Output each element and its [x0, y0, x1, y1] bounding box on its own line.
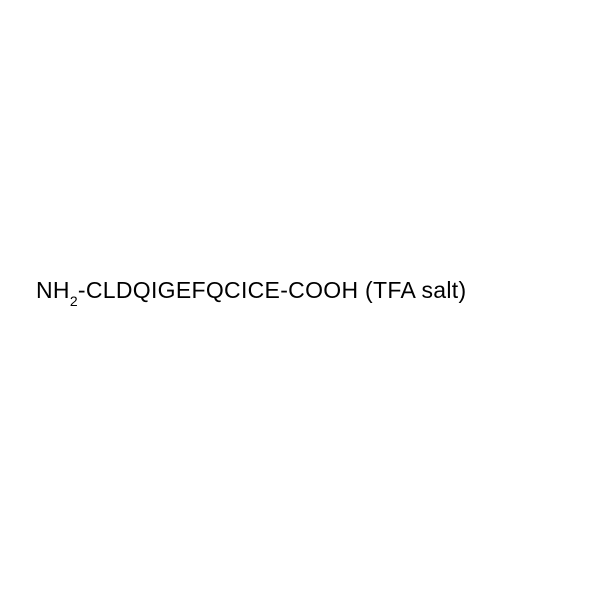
n-terminus-nh: NH — [36, 277, 70, 303]
salt-form: (TFA salt) — [358, 277, 466, 303]
n-terminus-subscript: 2 — [70, 293, 78, 309]
peptide-formula: NH2-CLDQIGEFQCICE-COOH (TFA salt) — [36, 277, 466, 304]
peptide-sequence: -CLDQIGEFQCICE-COOH — [78, 277, 358, 303]
canvas: NH2-CLDQIGEFQCICE-COOH (TFA salt) — [0, 0, 600, 600]
